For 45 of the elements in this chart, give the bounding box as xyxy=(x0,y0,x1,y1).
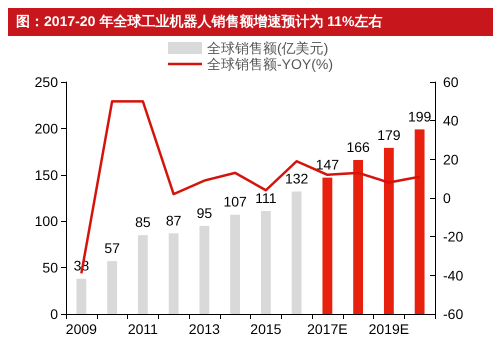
y2-tick-label: 0 xyxy=(443,190,451,206)
bar xyxy=(353,160,364,314)
y2-tick-label: 20 xyxy=(443,151,459,168)
chart-title: 图：2017-20 年全球工业机器人销售额增速预计为 11%左右 xyxy=(8,8,493,36)
data-label: 132 xyxy=(284,170,309,187)
bar xyxy=(384,148,394,314)
legend-label: 全球销售额-YOY(%) xyxy=(207,56,333,72)
bar xyxy=(168,233,179,314)
x-tick-label: 2011 xyxy=(128,321,158,337)
bar xyxy=(76,278,86,314)
bar xyxy=(260,210,271,314)
data-label: 107 xyxy=(223,194,248,210)
y-tick-label: 100 xyxy=(34,213,58,230)
x-tick-label: 2009 xyxy=(66,321,98,337)
bar xyxy=(199,226,210,314)
x-tick-label: 2017E xyxy=(307,321,348,337)
legend-label: 全球销售额(亿美元) xyxy=(207,40,328,56)
y-tick-label: 150 xyxy=(34,166,58,183)
y2-tick-label: -60 xyxy=(443,306,464,322)
y-tick-label: 200 xyxy=(34,120,58,136)
data-label: 111 xyxy=(255,190,277,206)
y-tick-label: 250 xyxy=(34,74,58,90)
y2-tick-label: 60 xyxy=(443,74,459,90)
y-tick-label: 50 xyxy=(42,260,58,276)
bar xyxy=(322,178,332,314)
bar xyxy=(107,261,118,314)
y2-tick-label: -40 xyxy=(443,267,464,284)
bar xyxy=(292,192,302,314)
y-tick-label: 0 xyxy=(50,306,58,322)
data-label: 179 xyxy=(377,126,401,143)
x-tick-label: 2019E xyxy=(368,321,410,337)
bar xyxy=(414,129,425,314)
x-tick-label: 2013 xyxy=(188,321,220,337)
bar xyxy=(138,235,148,314)
data-label: 199 xyxy=(408,108,432,124)
y2-tick-label: -20 xyxy=(443,228,464,245)
data-label: 147 xyxy=(316,156,340,173)
data-label: 57 xyxy=(104,240,120,256)
data-label: 166 xyxy=(346,138,370,155)
bar xyxy=(230,214,240,314)
data-label: 87 xyxy=(166,212,182,228)
data-label: 95 xyxy=(196,204,212,221)
y2-tick-label: 40 xyxy=(443,112,459,129)
data-label: 85 xyxy=(135,214,151,230)
x-tick-label: 2015 xyxy=(250,321,282,337)
